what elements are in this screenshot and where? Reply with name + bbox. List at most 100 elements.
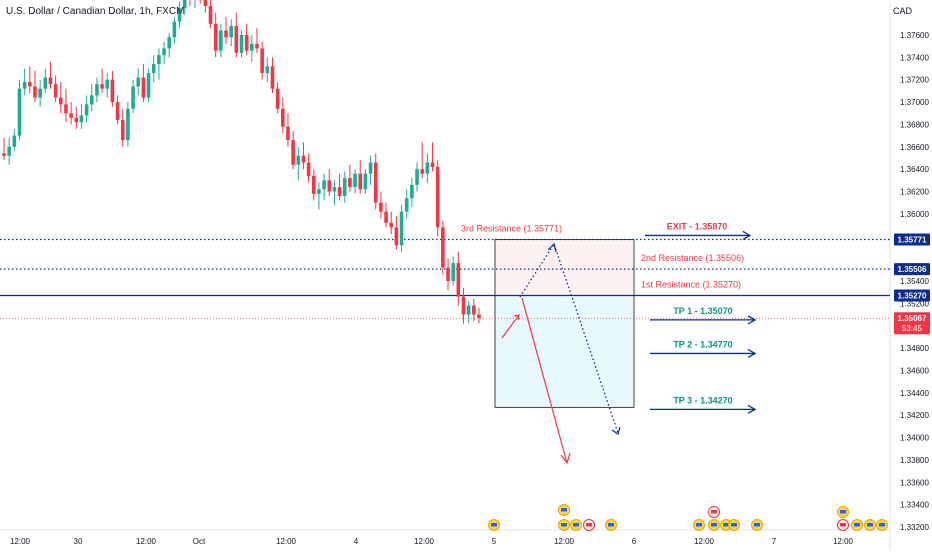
flag-mark: [840, 510, 846, 514]
candle-body: [466, 305, 471, 315]
flag-mark: [731, 523, 737, 527]
entry-arrow: [501, 314, 520, 339]
candle-body: [95, 84, 99, 96]
symbol-title: U.S. Dollar / Canadian Dollar, 1h, FXCM: [6, 6, 185, 17]
flag-mark: [854, 523, 860, 527]
alternate-projection-head1: [547, 242, 557, 253]
candle-body: [394, 227, 399, 246]
candle-body: [43, 77, 48, 89]
candle-body: [22, 81, 27, 89]
candle-body: [115, 102, 120, 120]
candle-body: [358, 173, 363, 190]
target-arrow-head: [747, 315, 757, 325]
flag-mark: [561, 523, 567, 527]
candle-body: [100, 84, 104, 89]
y-tick-label: 1.36400: [900, 165, 929, 174]
y-tick-label: 1.37200: [900, 76, 929, 85]
x-tick-label: 12:00: [10, 537, 31, 546]
candle-body: [420, 169, 425, 174]
candle-body: [58, 97, 63, 105]
resistance-label: 1st Resistance (1.35270): [641, 280, 741, 290]
candle-body: [7, 146, 11, 156]
candle-body: [456, 263, 461, 297]
candle-body: [270, 66, 275, 89]
candle-body: [213, 23, 218, 51]
y-tick-label: 1.33600: [900, 478, 929, 487]
x-tick-label: 12:00: [136, 537, 157, 546]
candle-body: [337, 187, 342, 197]
y-tick-label: 1.33400: [900, 501, 929, 510]
target-label: TP 2 - 1.34770: [673, 339, 732, 349]
current-price-label: 1.35067: [898, 314, 927, 323]
candle-body: [363, 173, 368, 190]
candle-body: [472, 305, 476, 315]
candle-body: [317, 189, 321, 194]
candle-body: [172, 21, 177, 38]
flag-mark: [879, 523, 885, 527]
candle-body: [74, 117, 79, 123]
candle-body: [244, 35, 249, 51]
candle-body: [64, 104, 68, 114]
currency-label: CAD: [892, 6, 912, 16]
candle-body: [79, 115, 84, 123]
candle-body: [327, 180, 332, 192]
price-badge-label: 1.35771: [898, 236, 927, 245]
candle-body: [126, 108, 130, 141]
reward-zone: [494, 295, 635, 408]
candle-body: [229, 26, 233, 38]
candle-body: [38, 88, 42, 98]
candle-body: [131, 86, 135, 109]
candle-body: [322, 180, 326, 190]
risk-zone: [494, 239, 635, 296]
flag-mark: [723, 523, 729, 527]
candle-body: [53, 84, 58, 98]
flag-mark: [711, 523, 717, 527]
candle-body: [260, 48, 264, 74]
candle-body: [461, 296, 466, 315]
candle-body: [208, 5, 213, 24]
candle-body: [203, 0, 208, 6]
target-label: TP 1 - 1.35070: [673, 306, 732, 316]
candle-body: [368, 162, 373, 174]
exit-label: EXIT - 1.35870: [667, 221, 728, 231]
flag-mark: [491, 523, 497, 527]
flag-mark: [840, 523, 846, 527]
resistance-label: 2nd Resistance (1.35506): [641, 253, 744, 263]
y-tick-label: 1.36000: [900, 210, 929, 219]
candle-body: [151, 64, 156, 74]
candle-body: [177, 8, 182, 22]
x-tick-label: 12:00: [276, 537, 297, 546]
candle-body: [17, 88, 22, 136]
candle-body: [224, 30, 228, 38]
x-tick-label: 7: [772, 537, 777, 546]
candle-body: [415, 169, 419, 185]
y-tick-label: 1.34400: [900, 389, 929, 398]
candle-body: [446, 267, 450, 281]
candle-body: [430, 162, 435, 167]
candle-body: [373, 162, 378, 203]
y-tick-label: 1.34800: [900, 344, 929, 353]
entry-arrow-head: [513, 314, 520, 321]
x-tick-label: Oct: [193, 537, 206, 546]
flag-mark: [573, 523, 579, 527]
y-tick-label: 1.33200: [900, 523, 929, 532]
candle-body: [136, 77, 141, 87]
candle-body: [306, 162, 311, 176]
y-tick-label: 1.34000: [900, 434, 929, 443]
y-tick-label: 1.34600: [900, 366, 929, 375]
x-tick-label: 12:00: [694, 537, 715, 546]
candle-body: [265, 66, 270, 74]
candle-body: [410, 184, 414, 199]
candle-body: [301, 155, 306, 163]
candle-body: [105, 79, 110, 89]
candle-body: [167, 37, 172, 49]
x-tick-label: 6: [632, 537, 637, 546]
y-tick-label: 1.33800: [900, 456, 929, 465]
candle-body: [342, 178, 347, 197]
y-tick-label: 1.36800: [900, 120, 929, 129]
candle-body: [182, 0, 187, 9]
candle-body: [441, 227, 445, 268]
candle-body: [404, 198, 409, 212]
